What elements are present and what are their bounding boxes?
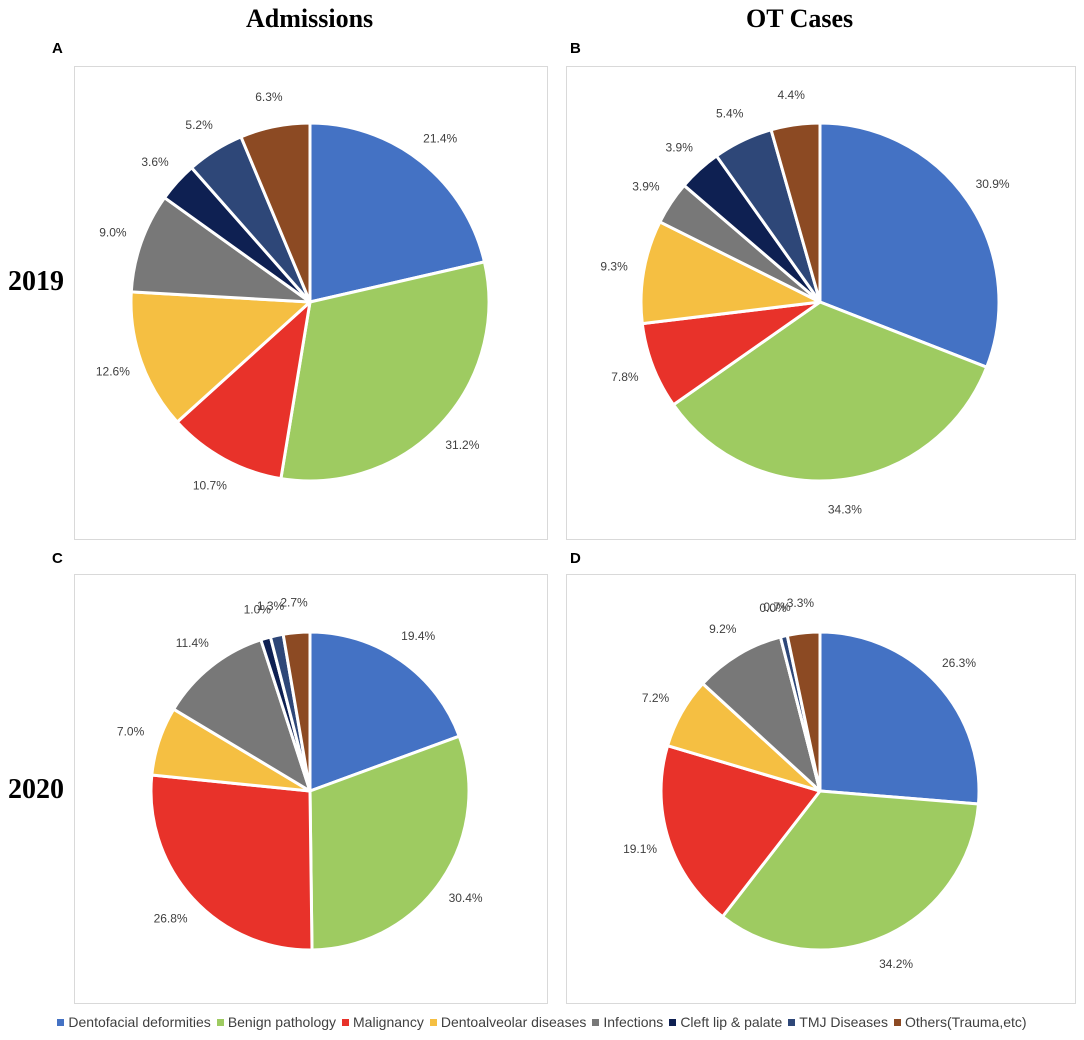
- legend-item-benign-pathology: Benign pathology: [216, 1014, 337, 1030]
- data-label-benign-pathology: 30.4%: [449, 891, 483, 905]
- data-label-cleft-lip-palate: 3.6%: [141, 155, 169, 169]
- data-label-malignancy: 7.8%: [611, 370, 639, 384]
- data-label-benign-pathology: 34.2%: [879, 957, 913, 971]
- data-label-cleft-lip-palate: 1.0%: [244, 603, 272, 617]
- legend-label: Benign pathology: [227, 1014, 337, 1030]
- pie-slice-others-trauma-etc: [239, 121, 312, 304]
- data-label-cleft-lip-palate: 3.9%: [666, 141, 694, 155]
- pie-slice-dentoalveolar-diseases: [129, 290, 312, 424]
- pie-slice-dentofacial-deformities: [818, 630, 981, 806]
- panel-label-d: D: [570, 550, 581, 567]
- panel-label-c: C: [52, 550, 63, 567]
- data-label-others-trauma-etc: 2.7%: [280, 596, 308, 610]
- data-label-tmj-diseases: 5.2%: [185, 118, 213, 132]
- pie-slice-dentofacial-deformities: [308, 630, 461, 793]
- pie-slice-benign-pathology: [308, 734, 471, 952]
- legend-label: Dentoalveolar diseases: [440, 1014, 587, 1030]
- pie-slice-malignancy: [659, 744, 822, 919]
- legend-item-dentofacial-deformities: Dentofacial deformities: [57, 1014, 211, 1030]
- pie-slice-others-trauma-etc: [281, 630, 312, 793]
- legend-label: Others(Trauma,etc): [904, 1014, 1027, 1030]
- data-label-others-trauma-etc: 6.3%: [255, 90, 283, 104]
- pie-chart-admissions-2020: 19.4% 30.4% 26.8% 7.0% 11.4% 1.0%1.3%2.7%: [117, 596, 483, 952]
- data-label-infections: 9.2%: [709, 622, 737, 636]
- legend-label: Cleft lip & palate: [680, 1014, 783, 1030]
- legend-label: Infections: [603, 1014, 664, 1030]
- row-title-2020: 2020: [8, 774, 64, 805]
- data-label-dentoalveolar-diseases: 9.3%: [600, 259, 628, 273]
- pie-chart-admissions-2019: 21.4% 31.2% 10.7% 12.6% 9.0% 3.6% 5.2% 6.3%: [96, 90, 491, 493]
- pie-slice-infections: [701, 635, 822, 793]
- pie-slice-malignancy: [149, 773, 314, 952]
- pie-slice-malignancy: [175, 300, 312, 481]
- data-label-malignancy: 19.1%: [623, 842, 657, 856]
- legend-item-others-trauma-etc: Others(Trauma,etc): [893, 1014, 1027, 1030]
- legend-swatch-cleft-lip-palate: [669, 1018, 677, 1026]
- legend-label: Dentofacial deformities: [68, 1014, 211, 1030]
- data-label-dentofacial-deformities: 30.9%: [976, 177, 1010, 191]
- pie-slice-benign-pathology: [279, 260, 491, 483]
- pie-slice-infections: [129, 196, 312, 304]
- pie-slice-dentofacial-deformities: [308, 121, 486, 304]
- legend-swatch-others-trauma-etc: [893, 1018, 901, 1026]
- data-label-benign-pathology: 31.2%: [445, 438, 479, 452]
- legend-item-infections: Infections: [592, 1014, 663, 1030]
- data-label-malignancy: 10.7%: [193, 479, 227, 493]
- legend-item-dentoalveolar-diseases: Dentoalveolar diseases: [429, 1014, 587, 1030]
- legend-swatch-tmj-diseases: [788, 1018, 796, 1026]
- legend-swatch-dentofacial-deformities: [57, 1018, 65, 1026]
- chart-legend: Dentofacial deformities Benign pathology M…: [0, 1014, 1084, 1030]
- panel-label-b: B: [570, 40, 581, 57]
- data-label-tmj-diseases: 5.4%: [716, 107, 744, 121]
- data-label-dentoalveolar-diseases: 7.0%: [117, 725, 145, 739]
- legend-label: Malignancy: [353, 1014, 424, 1030]
- data-label-dentofacial-deformities: 26.3%: [942, 656, 976, 670]
- column-title-admissions: Admissions: [246, 4, 374, 33]
- data-label-dentoalveolar-diseases: 12.6%: [96, 365, 130, 379]
- column-title-ot-cases: OT Cases: [746, 4, 854, 33]
- data-label-cleft-lip-palate: 0.0%: [759, 601, 787, 615]
- panel-label-a: A: [52, 40, 63, 57]
- data-label-tmj-diseases: 1.3%: [257, 599, 285, 613]
- pie-slice-others-trauma-etc: [769, 121, 822, 304]
- pie-slice-dentofacial-deformities: [818, 121, 1001, 369]
- pie-slice-others-trauma-etc: [785, 630, 822, 793]
- data-label-others-trauma-etc: 3.3%: [787, 596, 815, 610]
- data-label-malignancy: 26.8%: [154, 912, 188, 926]
- pie-chart-ot-cases-2020: 26.3% 34.2% 19.1% 7.2% 9.2% 0.0%0.7%3.3%: [623, 596, 981, 971]
- legend-swatch-infections: [592, 1018, 600, 1026]
- legend-item-malignancy: Malignancy: [342, 1014, 424, 1030]
- legend-item-cleft-lip-palate: Cleft lip & palate: [669, 1014, 782, 1030]
- pie-slice-benign-pathology: [721, 789, 980, 952]
- legend-item-tmj-diseases: TMJ Diseases: [788, 1014, 888, 1030]
- data-label-tmj-diseases: 0.7%: [763, 600, 791, 614]
- data-label-others-trauma-etc: 4.4%: [778, 88, 806, 102]
- legend-swatch-dentoalveolar-diseases: [429, 1018, 437, 1026]
- legend-swatch-benign-pathology: [216, 1018, 224, 1026]
- pie-slice-benign-pathology: [671, 300, 989, 483]
- data-label-dentofacial-deformities: 19.4%: [401, 629, 435, 643]
- pie-chart-ot-cases-2019: 30.9% 34.3% 7.8% 9.3% 3.9% 3.9% 5.4% 4.4%: [600, 88, 1010, 517]
- pie-slice-infections: [172, 638, 312, 793]
- data-label-dentofacial-deformities: 21.4%: [423, 132, 457, 146]
- data-label-infections: 3.9%: [632, 179, 660, 193]
- data-label-infections: 9.0%: [99, 225, 127, 239]
- data-label-infections: 11.4%: [176, 636, 209, 650]
- pie-slice-dentoalveolar-diseases: [639, 220, 822, 326]
- data-label-dentoalveolar-diseases: 7.2%: [642, 691, 670, 705]
- legend-swatch-malignancy: [342, 1018, 350, 1026]
- legend-label: TMJ Diseases: [799, 1014, 888, 1030]
- data-label-benign-pathology: 34.3%: [828, 503, 862, 517]
- row-title-2019: 2019: [8, 266, 64, 297]
